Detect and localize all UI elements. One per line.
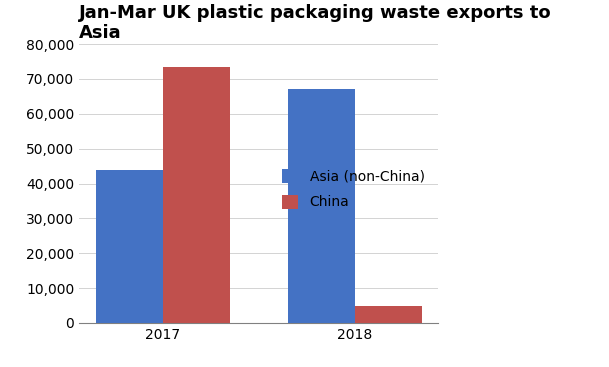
Bar xyxy=(355,305,422,323)
Bar xyxy=(287,90,355,323)
Legend: Asia (non-China), China: Asia (non-China), China xyxy=(275,162,432,217)
Bar xyxy=(96,170,163,323)
Bar xyxy=(163,67,230,323)
Text: Jan-Mar UK plastic packaging waste exports to
Asia: Jan-Mar UK plastic packaging waste expor… xyxy=(79,4,552,43)
